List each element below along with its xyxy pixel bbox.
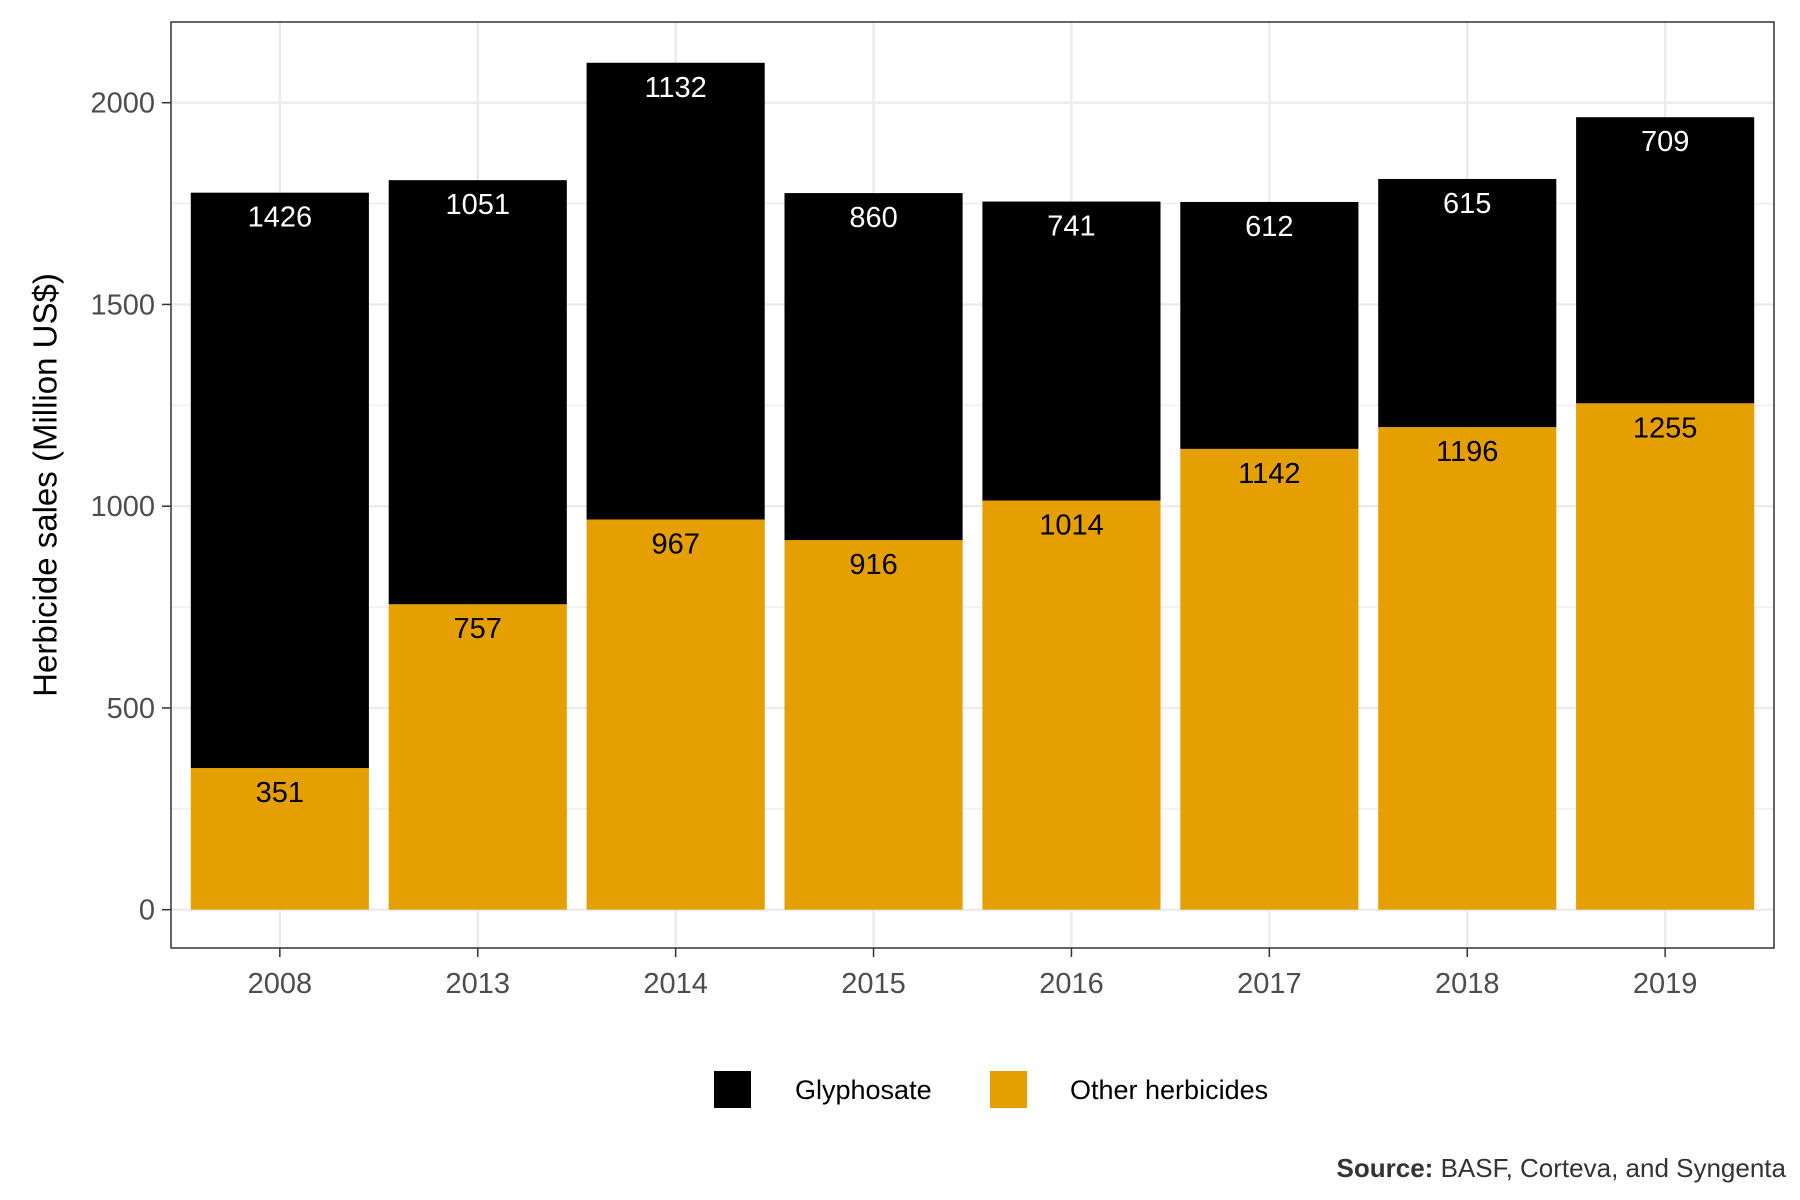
legend-key-other-herbicides — [990, 1071, 1027, 1108]
x-tick-label: 2019 — [1633, 968, 1698, 1000]
bar-other-herbicides-2018 — [1378, 427, 1557, 910]
source-note: Source: BASF, Corteva, and Syngenta — [1337, 1153, 1786, 1184]
source-label: Source: — [1336, 1153, 1434, 1183]
bar-glyphosate-2015 — [784, 193, 963, 541]
y-tick-label: 500 — [107, 693, 155, 725]
bar-label-other-herbicides-2013: 757 — [454, 613, 502, 645]
bar-glyphosate-2018 — [1378, 178, 1557, 428]
y-tick-label: 0 — [139, 895, 155, 927]
legend-label-other-herbicides: Other herbicides — [1070, 1075, 1268, 1105]
bar-label-other-herbicides-2018: 1196 — [1436, 436, 1498, 468]
bar-other-herbicides-2019 — [1576, 403, 1755, 910]
bar-label-glyphosate-2008: 1426 — [248, 202, 313, 234]
bar-glyphosate-2016 — [982, 201, 1161, 501]
bar-label-glyphosate-2014: 1132 — [644, 72, 706, 104]
bars — [190, 62, 1755, 910]
bar-glyphosate-2019 — [1576, 117, 1755, 404]
x-tick-label: 2018 — [1435, 968, 1500, 1000]
bar-other-herbicides-2013 — [388, 604, 567, 910]
legend-label-glyphosate: Glyphosate — [795, 1075, 932, 1105]
source-text: BASF, Corteva, and Syngenta — [1440, 1153, 1786, 1183]
bar-other-herbicides-2014 — [586, 519, 765, 910]
bar-glyphosate-2017 — [1180, 201, 1359, 449]
bar-label-glyphosate-2017: 612 — [1245, 211, 1293, 243]
bar-value-labels: 351 1426 757 1051 967 1132 916 860 1014 741 1142 61… — [248, 72, 1698, 809]
x-tick-label: 2014 — [643, 968, 708, 1000]
bar-label-glyphosate-2013: 1051 — [445, 189, 510, 221]
bar-label-glyphosate-2018: 615 — [1443, 188, 1491, 220]
bar-label-other-herbicides-2015: 916 — [849, 549, 897, 581]
bar-glyphosate-2014 — [586, 62, 765, 520]
bar-label-glyphosate-2015: 860 — [849, 202, 897, 234]
bar-label-other-herbicides-2019: 1255 — [1633, 412, 1698, 444]
bar-label-other-herbicides-2014: 967 — [651, 528, 699, 560]
bar-label-glyphosate-2016: 741 — [1047, 211, 1095, 243]
bar-other-herbicides-2017 — [1180, 448, 1359, 910]
bar-glyphosate-2013 — [388, 180, 567, 605]
bar-other-herbicides-2016 — [982, 500, 1161, 910]
y-tick-label: 1000 — [90, 491, 155, 523]
bar-label-other-herbicides-2017: 1142 — [1238, 458, 1300, 490]
y-tick-label: 2000 — [90, 88, 155, 120]
bar-glyphosate-2008 — [190, 192, 369, 769]
bar-other-herbicides-2015 — [784, 540, 963, 910]
bar-label-other-herbicides-2016: 1014 — [1039, 510, 1104, 542]
x-tick-label: 2016 — [1039, 968, 1104, 1000]
bar-other-herbicides-2008 — [190, 768, 369, 910]
x-tick-label: 2008 — [248, 968, 313, 1000]
bar-label-glyphosate-2019: 709 — [1641, 126, 1689, 158]
legend: Glyphosate Other herbicides — [714, 1071, 1268, 1108]
x-tick-label: 2017 — [1237, 968, 1302, 1000]
legend-key-glyphosate — [714, 1071, 751, 1108]
x-tick-label: 2013 — [445, 968, 510, 1000]
x-tick-label: 2015 — [841, 968, 906, 1000]
bar-label-other-herbicides-2008: 351 — [256, 777, 304, 809]
axes: 0 500 1000 1500 2000 2008 2013 2014 2015 2016 2017… — [90, 88, 1697, 1000]
y-tick-label: 1500 — [90, 289, 155, 321]
y-axis-title: Herbicide sales (Million US$) — [27, 273, 64, 697]
plot-panel-border — [170, 21, 1775, 949]
